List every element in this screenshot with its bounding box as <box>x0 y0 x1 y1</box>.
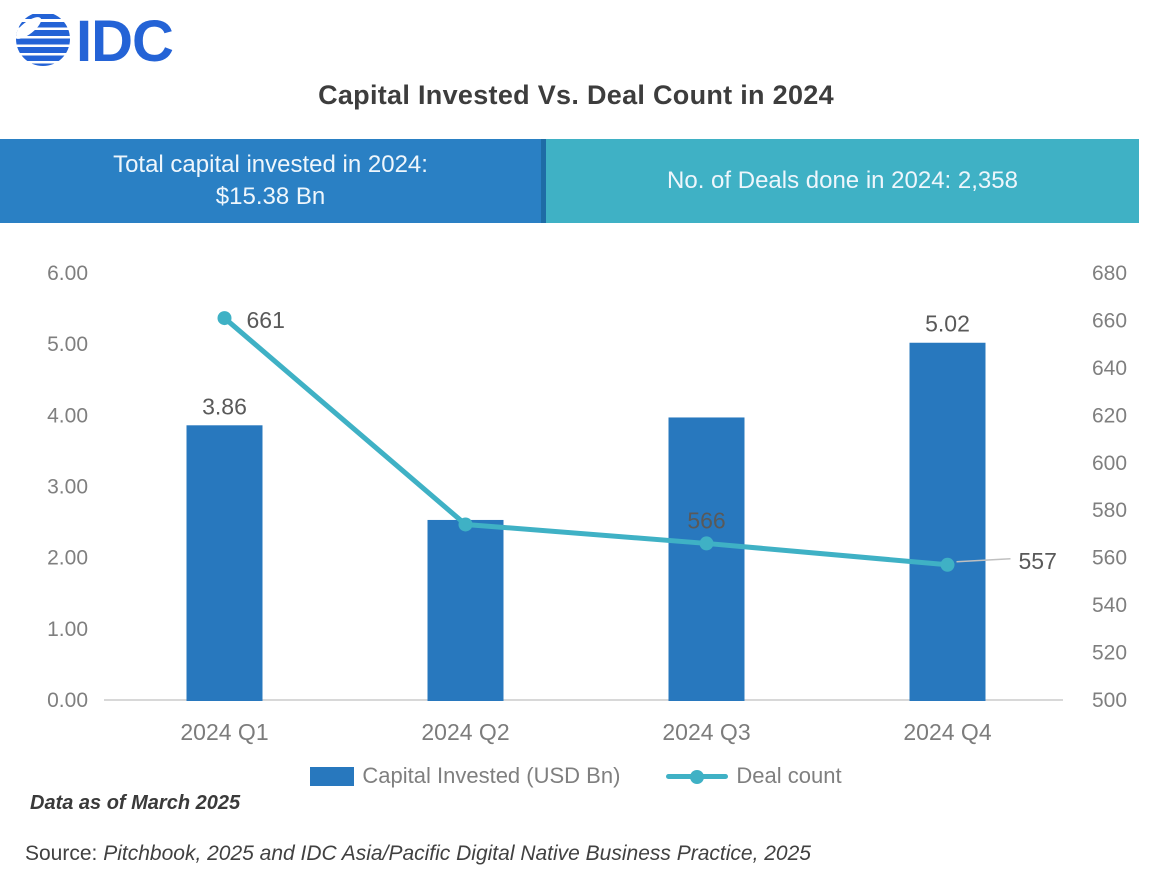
x-axis-label: 2024 Q4 <box>903 719 991 745</box>
bar-value-label: 5.02 <box>925 311 970 337</box>
right-axis-tick: 660 <box>1092 309 1127 332</box>
left-axis-tick: 2.00 <box>47 547 88 570</box>
right-axis-tick: 640 <box>1092 357 1127 380</box>
bar-2024-q3 <box>668 417 745 701</box>
right-axis-tick: 520 <box>1092 642 1127 665</box>
page-title: Capital Invested Vs. Deal Count in 2024 <box>318 80 834 110</box>
right-axis-tick: 560 <box>1092 547 1127 570</box>
line-marker <box>940 557 955 572</box>
deal-count-banner-text: No. of Deals done in 2024: 2,358 <box>667 167 1018 195</box>
left-axis-tick: 3.00 <box>47 476 88 499</box>
bar-2024-q1 <box>186 425 263 701</box>
chart-legend: Capital Invested (USD Bn) Deal count <box>0 763 1152 789</box>
legend-label-deal-count: Deal count <box>736 763 842 788</box>
line-marker <box>217 311 232 326</box>
source-citation: Pitchbook, 2025 and IDC Asia/Pacific Dig… <box>103 842 811 865</box>
deal-count-banner: No. of Deals done in 2024: 2,358 <box>546 139 1139 223</box>
legend-label-capital-invested: Capital Invested (USD Bn) <box>362 763 621 788</box>
line-series-swatch-icon <box>666 767 729 786</box>
x-axis-label: 2024 Q3 <box>662 719 750 745</box>
right-axis-tick: 600 <box>1092 452 1127 475</box>
idc-logo: IDC <box>16 9 174 72</box>
globe-icon <box>16 14 70 66</box>
right-axis-tick: 540 <box>1092 594 1127 617</box>
data-as-of-note: Data as of March 2025 <box>30 792 241 814</box>
left-axis-tick: 6.00 <box>47 262 88 285</box>
bar-series-swatch-icon <box>310 766 355 786</box>
logo-text: IDC <box>76 9 173 72</box>
right-axis-tick: 620 <box>1092 404 1127 427</box>
bar-value-label: 3.86 <box>202 393 247 419</box>
left-axis-tick: 5.00 <box>47 333 88 356</box>
source-prefix: Source: <box>25 842 104 865</box>
line-value-label: 557 <box>1019 548 1057 574</box>
line-value-label: 566 <box>687 507 725 533</box>
left-axis-tick: 0.00 <box>47 689 88 712</box>
right-axis-tick: 500 <box>1092 689 1127 712</box>
bar-2024-q2 <box>427 519 504 701</box>
legend-item-capital-invested: Capital Invested (USD Bn) <box>310 763 620 789</box>
legend-item-deal-count: Deal count <box>666 763 842 789</box>
left-axis-tick: 1.00 <box>47 618 88 641</box>
total-capital-banner-text: Total capital invested in 2024: $15.38 B… <box>113 151 428 210</box>
line-value-label: 661 <box>247 307 285 333</box>
x-axis-label: 2024 Q1 <box>180 719 268 745</box>
line-marker <box>699 536 714 551</box>
x-axis-label: 2024 Q2 <box>421 719 509 745</box>
bar-2024-q4 <box>909 342 986 701</box>
total-capital-banner: Total capital invested in 2024: $15.38 B… <box>0 139 546 223</box>
left-axis-tick: 4.00 <box>47 404 88 427</box>
right-axis-tick: 680 <box>1092 262 1127 285</box>
right-axis-tick: 580 <box>1092 499 1127 522</box>
combo-chart: 6.00 5.00 4.00 3.00 2.00 1.00 0.00 680 660 640 620… <box>47 262 1127 745</box>
line-marker <box>458 517 473 532</box>
source-line: Source: Pitchbook, 2025 and IDC Asia/Pac… <box>25 842 811 866</box>
deal-count-line <box>222 315 950 568</box>
